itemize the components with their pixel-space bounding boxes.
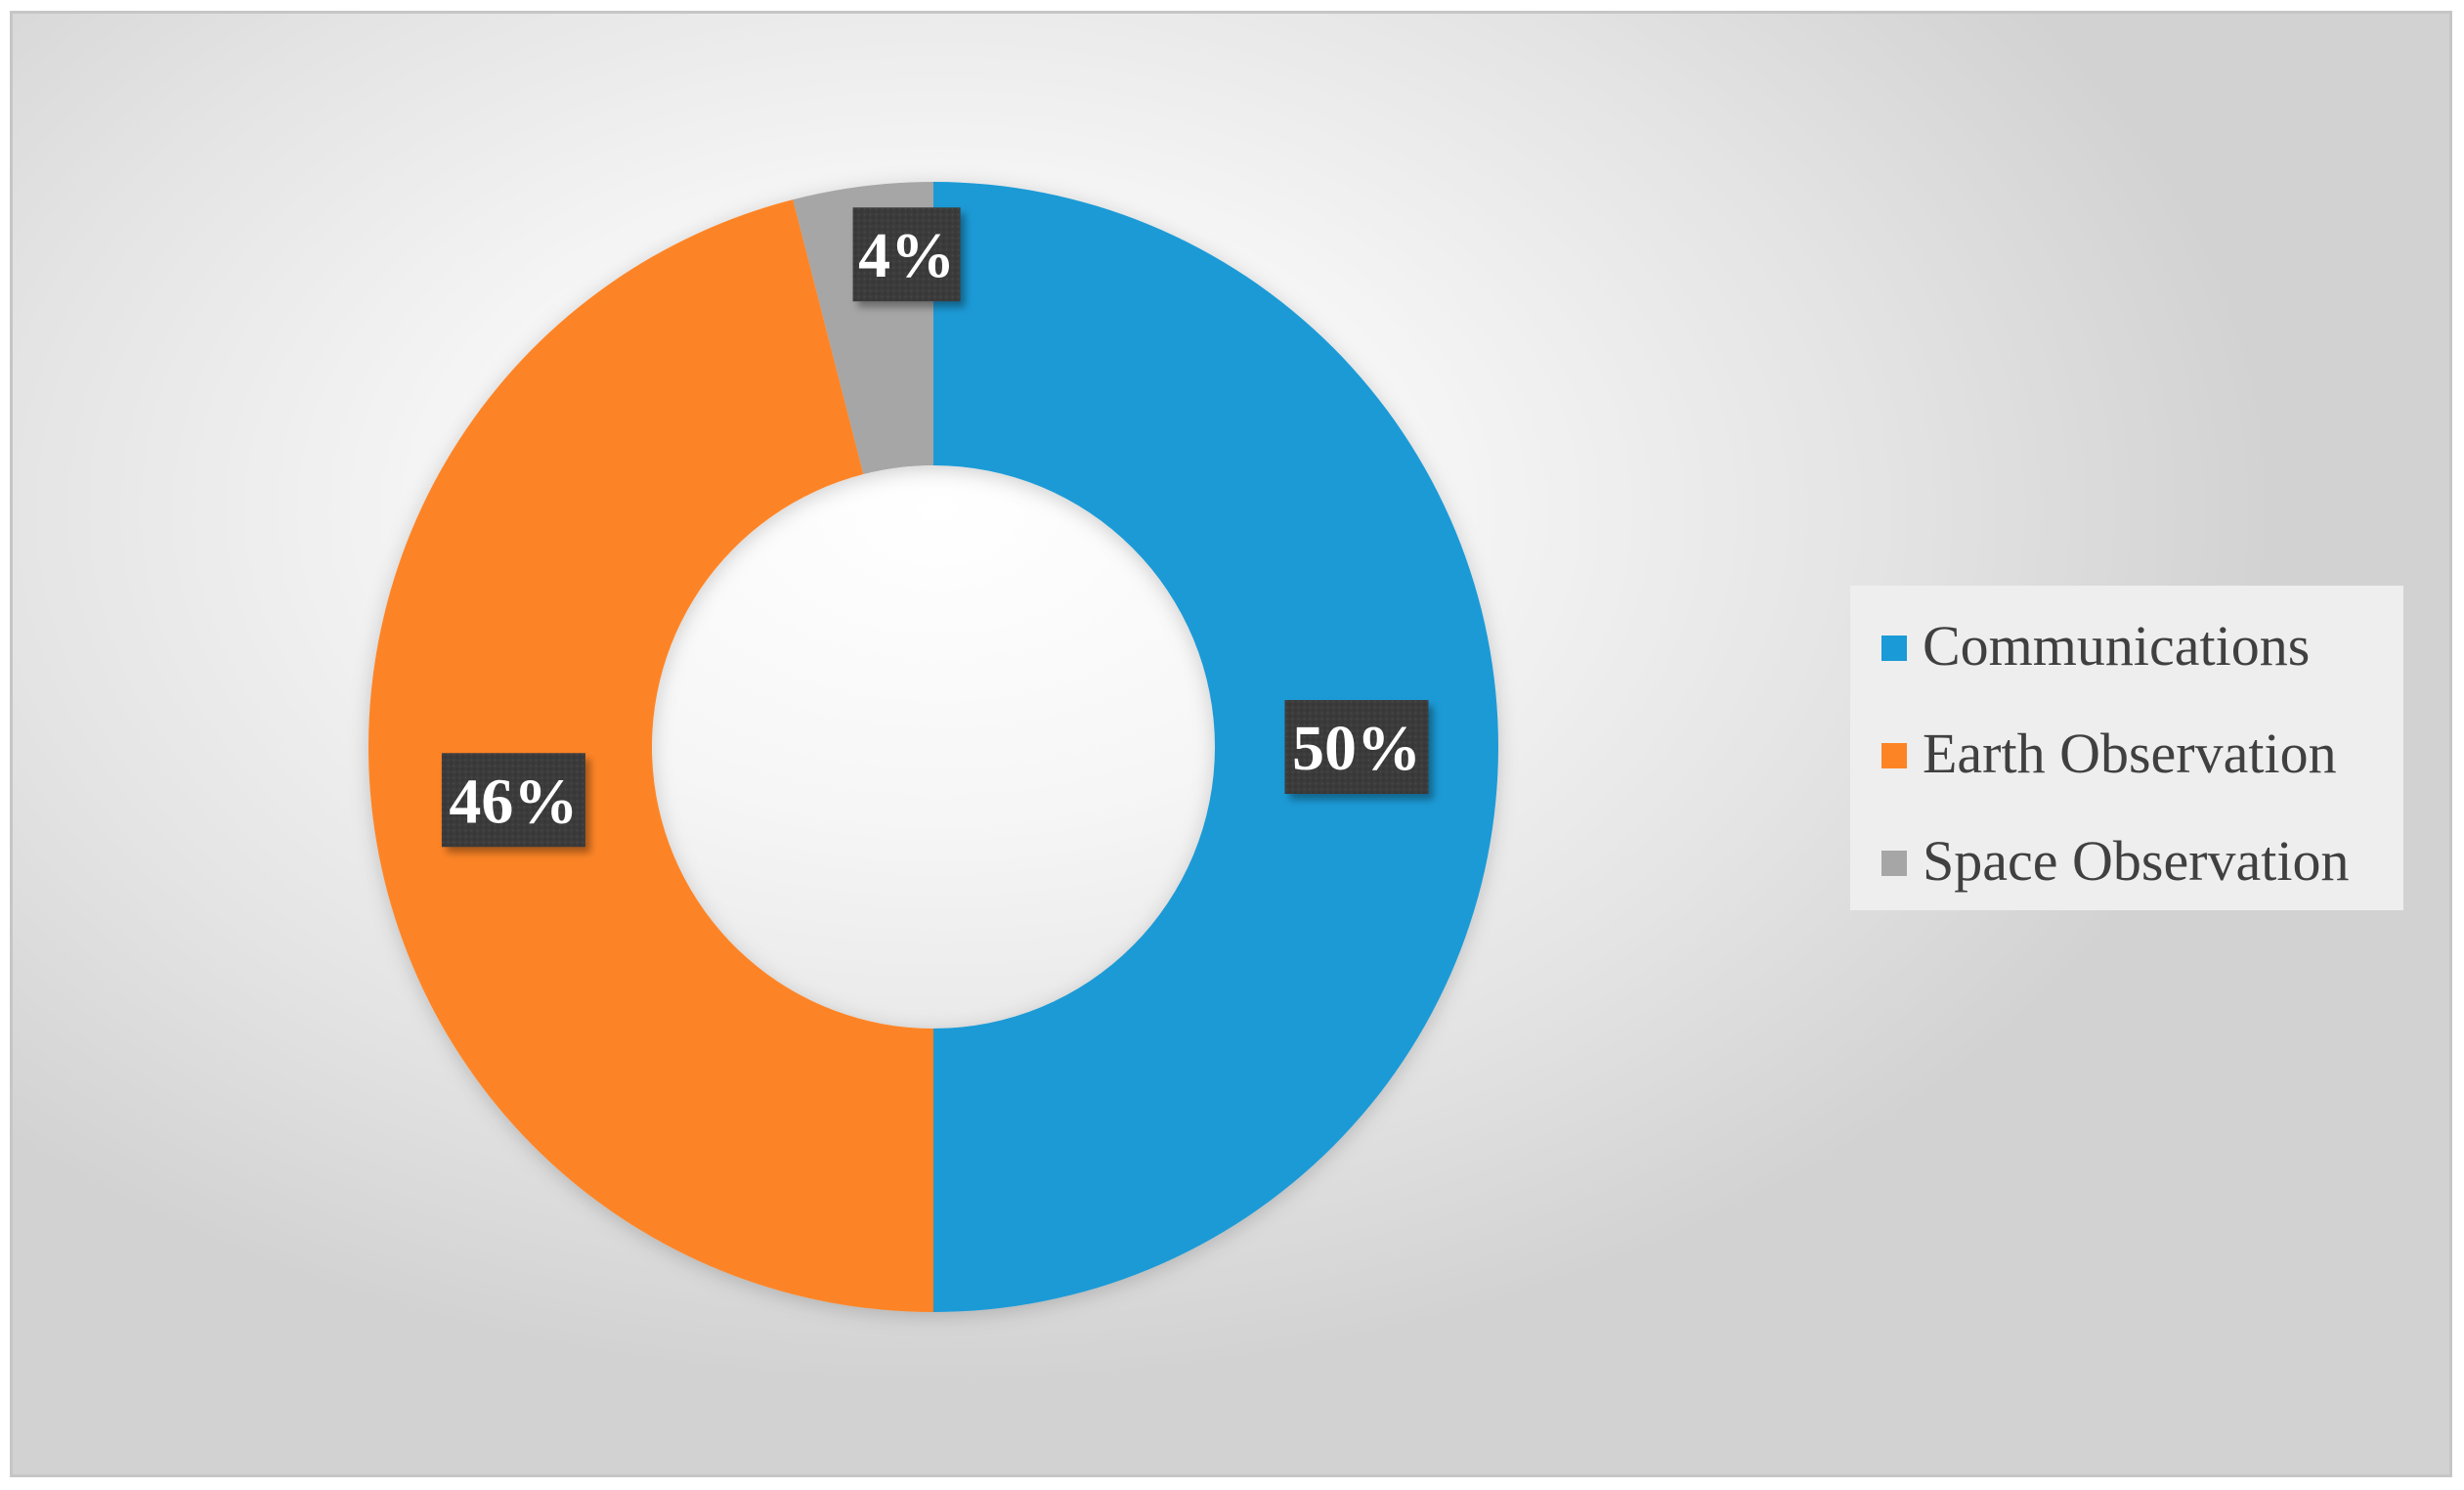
data-label-communications: 50% — [1284, 700, 1429, 794]
legend-swatch-communications — [1881, 635, 1907, 661]
legend-label-communications: Communications — [1923, 614, 2310, 678]
chart-area: 50% 46% 4% Communications Earth Observation… — [10, 11, 2452, 1477]
data-label-text: 4% — [858, 220, 955, 291]
slice-earth-observation — [368, 199, 933, 1312]
data-label-space-observation: 4% — [852, 207, 961, 302]
data-label-text: 50% — [1292, 713, 1421, 784]
data-label-earth-observation: 46% — [441, 753, 585, 848]
slice-communications — [933, 182, 1498, 1312]
legend: Communications Earth Observation Space Obs… — [1850, 586, 2403, 910]
data-label-text: 46% — [449, 766, 578, 837]
legend-swatch-space-observation — [1881, 851, 1907, 876]
donut-chart: 50% 46% 4% Communications Earth Observation… — [368, 182, 2403, 1312]
legend-swatch-earth-observation — [1881, 743, 1907, 768]
data-label-box — [1284, 700, 1429, 794]
data-label-box — [852, 207, 961, 302]
data-label-box — [441, 753, 585, 848]
legend-label-space-observation: Space Observation — [1923, 829, 2349, 893]
legend-label-earth-observation: Earth Observation — [1923, 722, 2337, 785]
legend-background — [1850, 586, 2403, 910]
